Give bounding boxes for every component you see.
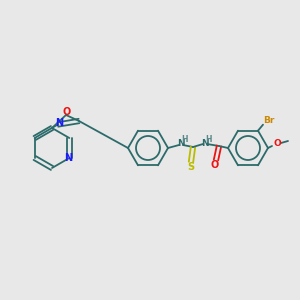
Text: H: H (206, 134, 212, 143)
Text: S: S (188, 162, 195, 172)
Text: N: N (177, 140, 185, 148)
Text: N: N (55, 118, 63, 128)
Text: O: O (63, 107, 71, 117)
Text: N: N (64, 153, 72, 163)
Text: N: N (201, 139, 209, 148)
Text: O: O (273, 140, 281, 148)
Text: Br: Br (263, 116, 275, 125)
Text: O: O (211, 160, 219, 170)
Text: H: H (182, 136, 188, 145)
